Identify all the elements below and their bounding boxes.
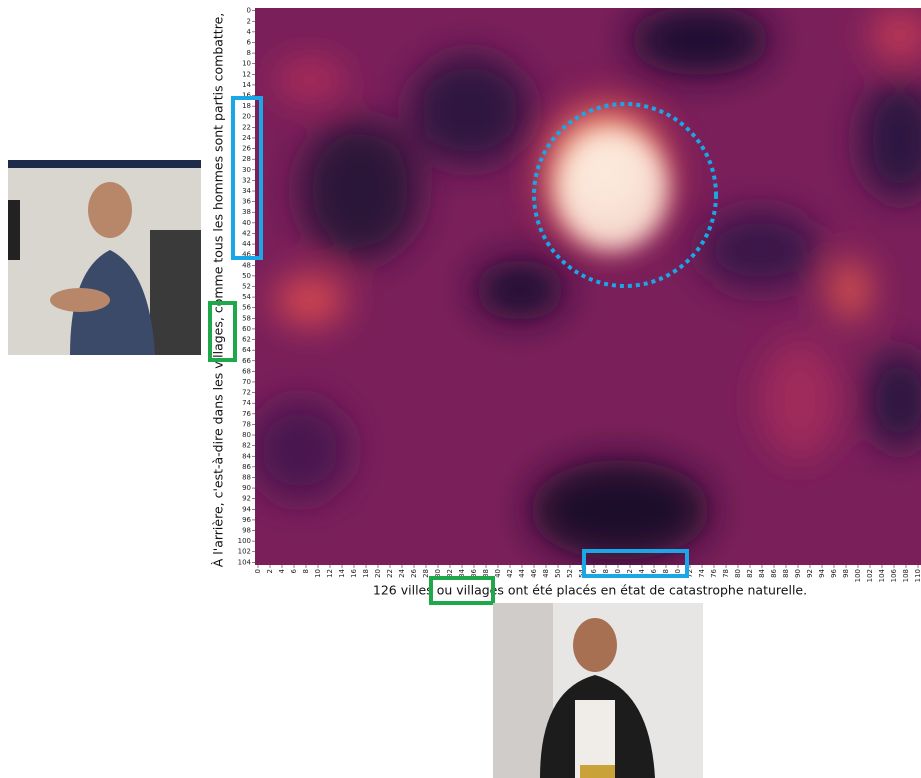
x-tick-label: 16 bbox=[350, 568, 358, 577]
y-tick-label: 54 bbox=[242, 293, 251, 301]
y-tick-label: 68 bbox=[242, 367, 251, 375]
x-tick-label: 100 bbox=[854, 569, 862, 582]
x-tick-label: 110 bbox=[914, 569, 921, 582]
y-tick-label: 56 bbox=[242, 304, 251, 312]
y-tick-label: 90 bbox=[242, 484, 251, 492]
y-tick-label: 62 bbox=[242, 336, 251, 344]
y-tick-label: 44 bbox=[242, 240, 251, 248]
x-tick-label: 2 bbox=[266, 569, 274, 573]
x-tick-label: 0 bbox=[254, 569, 262, 573]
x-tick-label: 84 bbox=[758, 568, 766, 577]
x-tick-label: 44 bbox=[518, 568, 526, 577]
y-tick-label: 52 bbox=[242, 283, 251, 291]
y-tick-label: 104 bbox=[238, 558, 252, 566]
y-tick-label: 10 bbox=[242, 60, 251, 68]
y-tick-label: 50 bbox=[242, 272, 251, 280]
y-tick-label: 78 bbox=[242, 420, 251, 428]
y-tick-label: 98 bbox=[242, 527, 251, 535]
y-tick-label: 92 bbox=[242, 495, 251, 503]
signer-photo bbox=[493, 603, 703, 778]
y-tick-label: 8 bbox=[247, 49, 251, 57]
y-tick-label: 36 bbox=[242, 198, 251, 206]
y-tick-label: 0 bbox=[247, 7, 251, 15]
x-tick-label: 28 bbox=[422, 569, 430, 578]
x-tick-label: 74 bbox=[698, 568, 706, 577]
y-tick-label: 84 bbox=[242, 452, 251, 460]
y-tick-label: 70 bbox=[242, 378, 251, 386]
y-tick-label: 72 bbox=[242, 389, 251, 397]
x-tick-label: 96 bbox=[830, 568, 838, 577]
y-tick-label: 32 bbox=[242, 176, 251, 184]
y-tick-label: 42 bbox=[242, 229, 251, 237]
x-tick-label: 4 bbox=[278, 568, 286, 573]
y-tick-label: 60 bbox=[242, 325, 251, 333]
y-tick-label: 76 bbox=[242, 410, 251, 418]
x-tick-label: 26 bbox=[410, 568, 418, 577]
x-tick-label: 42 bbox=[506, 569, 514, 578]
x-tick-label: 78 bbox=[722, 569, 730, 578]
y-tick-label: 20 bbox=[242, 113, 251, 121]
y-tick-label: 34 bbox=[242, 187, 251, 195]
y-tick-label: 58 bbox=[242, 314, 251, 322]
x-tick-label: 52 bbox=[566, 569, 574, 578]
heatmap bbox=[250, 5, 921, 565]
y-tick-label: 74 bbox=[242, 399, 251, 407]
x-tick-label: 8 bbox=[302, 569, 310, 573]
x-tick-label: 80 bbox=[734, 569, 742, 578]
y-tick-label: 18 bbox=[242, 102, 251, 110]
y-tick-label: 102 bbox=[238, 548, 251, 556]
figure: 0246810121416182022242628303234363840424… bbox=[0, 0, 921, 778]
x-tick-label: 94 bbox=[818, 568, 826, 577]
y-tick-label: 40 bbox=[242, 219, 251, 227]
x-tick-label: 92 bbox=[806, 569, 814, 578]
x-tick-label: 40 bbox=[494, 569, 502, 578]
y-tick-label: 2 bbox=[247, 17, 251, 25]
x-tick-label: 48 bbox=[542, 569, 550, 578]
y-tick-label: 28 bbox=[242, 155, 251, 163]
x-tick-label: 20 bbox=[374, 569, 382, 578]
y-tick-label: 24 bbox=[242, 134, 251, 142]
y-tick-label: 94 bbox=[242, 505, 251, 513]
y-tick-label: 14 bbox=[242, 81, 251, 89]
x-tick-label: 46 bbox=[530, 568, 538, 577]
y-tick-label: 82 bbox=[242, 442, 251, 450]
x-tick-label: 88 bbox=[782, 569, 790, 578]
y-tick-label: 100 bbox=[238, 537, 251, 545]
y-tick-label: 64 bbox=[242, 346, 251, 354]
x-tick-label: 82 bbox=[746, 569, 754, 578]
y-tick-label: 4 bbox=[247, 28, 252, 36]
y-tick-label: 80 bbox=[242, 431, 251, 439]
y-tick-label: 6 bbox=[247, 38, 252, 46]
x-tick-label: 6 bbox=[290, 568, 298, 573]
x-tick-label: 76 bbox=[710, 568, 718, 577]
x-tick-label: 98 bbox=[842, 569, 850, 578]
y-axis-label: À l'arrière, c'est-à-dire dans les villa… bbox=[211, 13, 226, 567]
y-tick-label: 48 bbox=[242, 261, 251, 269]
y-tick-label: 38 bbox=[242, 208, 251, 216]
x-tick-label: 12 bbox=[326, 569, 334, 578]
x-tick-label: 104 bbox=[878, 568, 886, 582]
y-tick-label: 22 bbox=[242, 123, 251, 131]
y-tick-label: 66 bbox=[242, 357, 251, 365]
x-tick-label: 106 bbox=[890, 568, 898, 582]
x-tick-label: 14 bbox=[338, 568, 346, 577]
y-tick-label: 12 bbox=[242, 70, 251, 78]
x-tick-label: 102 bbox=[866, 569, 874, 582]
x-tick-label: 18 bbox=[362, 569, 370, 578]
x-tick-label: 108 bbox=[902, 569, 910, 582]
x-tick-label: 90 bbox=[794, 569, 802, 578]
x-tick-label: 50 bbox=[554, 569, 562, 578]
x-tick-label: 22 bbox=[386, 569, 394, 578]
y-tick-label: 26 bbox=[242, 145, 251, 153]
x-tick-label: 86 bbox=[770, 568, 778, 577]
y-tick-label: 86 bbox=[242, 463, 251, 471]
y-tick-label: 30 bbox=[242, 166, 251, 174]
x-tick-label: 24 bbox=[398, 568, 406, 577]
x-axis-label: 126 villes ou villages ont été placés en… bbox=[373, 583, 807, 598]
y-tick-label: 96 bbox=[242, 516, 251, 524]
y-tick-label: 88 bbox=[242, 473, 251, 481]
signer-photo bbox=[8, 160, 201, 355]
x-tick-label: 10 bbox=[314, 569, 322, 578]
